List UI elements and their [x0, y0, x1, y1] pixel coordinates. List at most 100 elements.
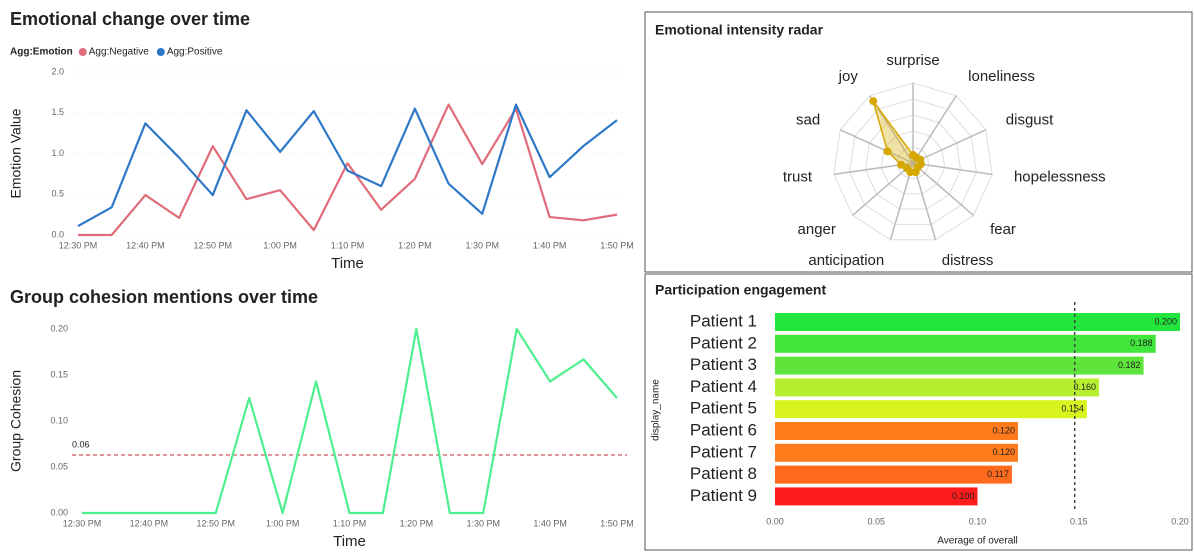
y-axis-label: Group Cohesion	[8, 370, 24, 472]
radar-axis-label: hopelessness	[1014, 168, 1106, 185]
radar-area	[872, 100, 922, 173]
y-tick-label: 0.5	[51, 189, 64, 199]
x-axis-label: Average of overall	[937, 536, 1017, 547]
x-tick-label: 1:10 PM	[333, 518, 367, 528]
bar-panel	[644, 273, 1193, 551]
radar-spoke	[852, 162, 914, 216]
y-tick-label: Patient 7	[690, 442, 757, 461]
bar-value-label: 0.117	[987, 469, 1009, 479]
x-tick-label: 12:30 PM	[59, 240, 98, 250]
x-tick-label: 1:10 PM	[331, 240, 365, 250]
bar	[775, 378, 1099, 397]
y-axis-label: display_name	[651, 379, 662, 441]
radar-spoke	[912, 162, 993, 176]
bar	[775, 465, 1012, 484]
y-tick-label: 0.15	[50, 369, 68, 379]
y-axis-label: Emotion Value	[8, 108, 24, 198]
radar-ring	[896, 146, 930, 179]
radar-axis-label: surprise	[886, 52, 939, 69]
x-tick-label: 12:50 PM	[196, 518, 235, 528]
x-tick-label: 12:40 PM	[126, 240, 165, 250]
x-tick-label: 12:50 PM	[193, 240, 232, 250]
y-tick-label: Patient 1	[690, 311, 757, 330]
x-tick-label: 1:40 PM	[533, 518, 567, 528]
radar-ring	[833, 82, 993, 241]
x-tick-label: 1:30 PM	[465, 240, 499, 250]
radar-axis-label: disgust	[1006, 112, 1054, 129]
x-tick-label: 0.15	[1070, 516, 1088, 526]
radar-point	[897, 160, 906, 169]
legend-label: Agg:Positive	[167, 47, 223, 58]
x-tick-label: 12:40 PM	[130, 518, 169, 528]
bar-value-label: 0.120	[992, 447, 1015, 457]
x-tick-label: 1:20 PM	[400, 518, 434, 528]
bar	[775, 356, 1144, 375]
radar-axis-label: anticipation	[808, 252, 884, 269]
x-tick-label: 1:40 PM	[533, 240, 567, 250]
y-tick-label: 1.5	[51, 107, 64, 117]
x-tick-label: 12:30 PM	[63, 518, 102, 528]
radar-axis-label: loneliness	[968, 68, 1035, 85]
radar-point	[902, 164, 911, 173]
bar-value-label: 0.182	[1118, 360, 1141, 370]
radar-ring	[849, 98, 977, 225]
x-tick-label: 1:50 PM	[600, 518, 634, 528]
x-tick-label: 0.10	[969, 516, 987, 526]
radar-axis-label: anger	[798, 221, 836, 238]
x-tick-label: 1:00 PM	[266, 518, 300, 528]
chart-title: Emotional change over time	[10, 9, 250, 29]
line-series	[82, 327, 618, 515]
radar-axis-label: sad	[796, 112, 820, 129]
bar	[775, 443, 1018, 462]
reference-label: 0.06	[72, 439, 90, 449]
legend-swatch	[156, 48, 165, 56]
chart-title: Participation engagement	[655, 282, 826, 298]
y-tick-label: Patient 4	[690, 377, 757, 396]
radar-spoke	[912, 129, 987, 164]
bar-value-label: 0.188	[1130, 338, 1153, 348]
x-tick-label: 0.00	[766, 516, 784, 526]
bar-value-label: 0.200	[1154, 316, 1177, 326]
x-tick-label: 0.05	[867, 516, 885, 526]
radar-spoke	[839, 129, 914, 164]
bar	[775, 487, 978, 506]
radar-spoke	[912, 95, 957, 164]
line-series	[77, 103, 618, 227]
radar-axis-label: joy	[838, 68, 859, 85]
y-tick-label: Patient 3	[690, 355, 757, 374]
y-tick-label: Patient 5	[690, 399, 757, 418]
y-tick-label: 0.20	[50, 323, 68, 333]
chart-title: Group cohesion mentions over time	[10, 287, 318, 307]
bar-value-label: 0.154	[1061, 404, 1084, 414]
bar	[775, 313, 1180, 331]
radar-point	[869, 97, 878, 106]
x-tick-label: 1:00 PM	[263, 240, 297, 250]
legend-label: Agg:Negative	[89, 47, 149, 58]
y-tick-label: Patient 9	[690, 486, 757, 505]
bar	[775, 422, 1018, 440]
radar-spoke	[912, 162, 974, 216]
line-series	[78, 103, 618, 237]
bar-value-label: 0.100	[952, 491, 975, 501]
radar-ring	[864, 114, 962, 210]
x-tick-label: 0.20	[1171, 516, 1189, 526]
x-tick-label: 1:50 PM	[600, 240, 634, 250]
radar-axis-label: trust	[783, 168, 813, 185]
y-tick-label: Patient 8	[690, 464, 757, 483]
radar-axis-label: distress	[942, 252, 994, 269]
chart-title: Emotional intensity radar	[655, 22, 824, 38]
y-tick-label: 1.0	[51, 148, 64, 158]
radar-panel	[644, 11, 1193, 273]
legend-swatch	[78, 48, 87, 56]
x-axis-label: Time	[331, 255, 364, 272]
x-tick-label: 1:20 PM	[398, 240, 432, 250]
x-tick-label: 1:30 PM	[466, 518, 500, 528]
bar-value-label: 0.120	[992, 425, 1015, 435]
x-axis-label: Time	[333, 533, 366, 550]
bar	[775, 400, 1087, 419]
y-tick-label: 0.00	[50, 507, 68, 517]
y-tick-label: 2.0	[51, 66, 64, 76]
y-tick-label: Patient 2	[690, 333, 757, 352]
bar-value-label: 0.160	[1073, 382, 1096, 392]
